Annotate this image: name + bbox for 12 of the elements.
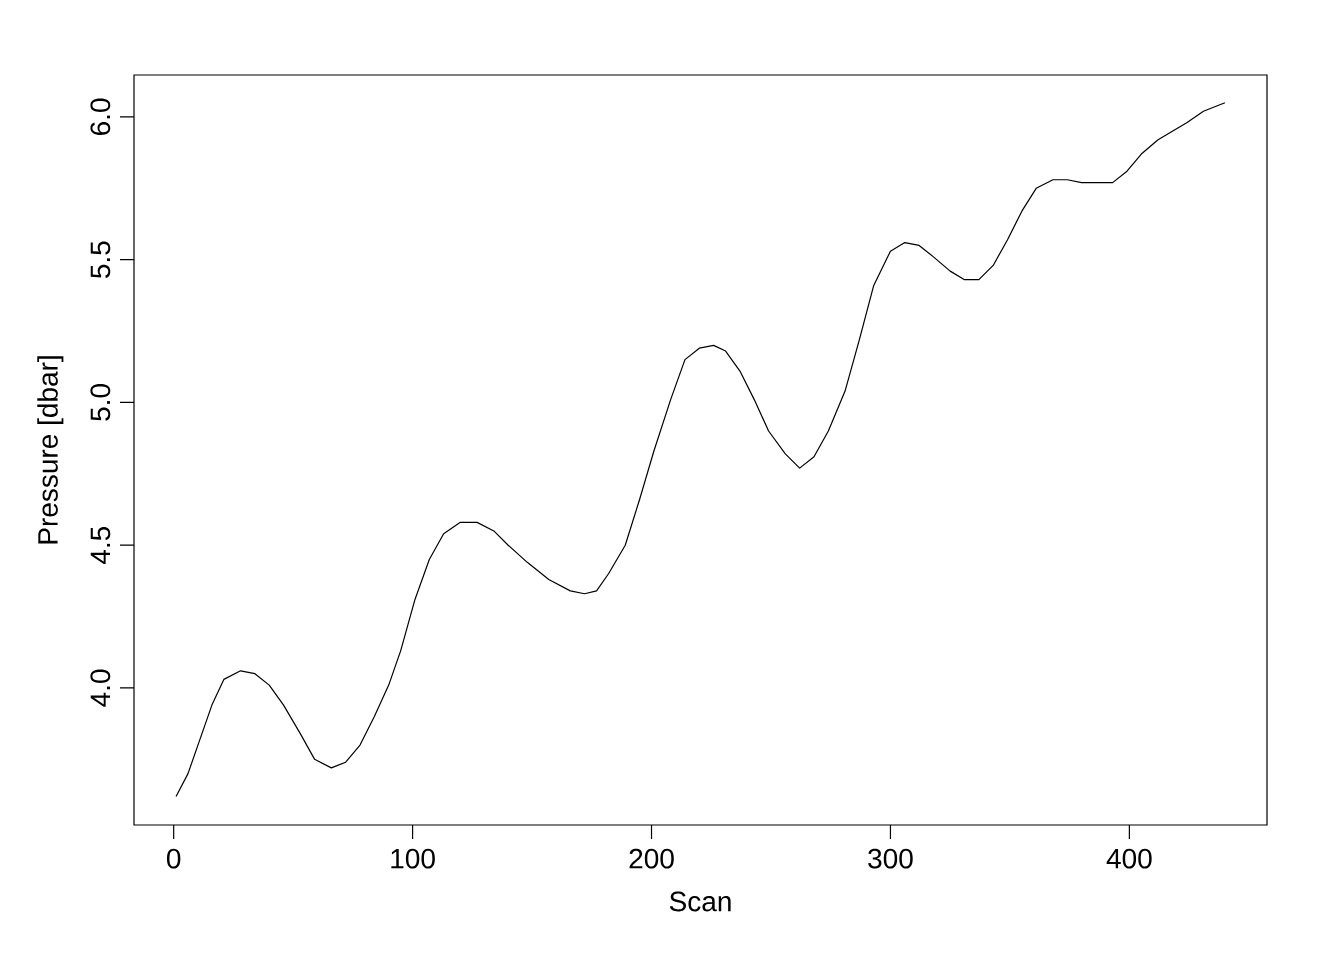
x-tick-label: 100 (391, 848, 435, 869)
y-tick-label: 5.5 (90, 241, 111, 279)
x-tick-label: 200 (629, 848, 674, 869)
y-tick-label: 4.0 (90, 669, 111, 707)
y-tick-label: 5.0 (90, 384, 111, 421)
y-axis-title: Pressure [dbar] (37, 356, 64, 544)
x-tick-label: 0 (166, 848, 181, 869)
x-axis-title: Scan (669, 891, 731, 912)
y-tick-label: 6.0 (90, 98, 111, 136)
x-tick-label: 300 (868, 848, 913, 869)
x-tick-label: 400 (1106, 848, 1152, 869)
y-tick-label: 4.5 (90, 526, 111, 565)
